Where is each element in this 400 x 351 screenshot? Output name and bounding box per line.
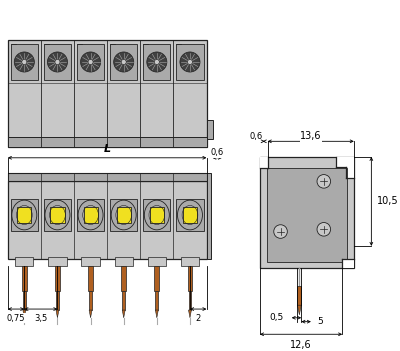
Bar xyxy=(150,207,164,223)
Text: 3,5: 3,5 xyxy=(34,314,48,323)
Circle shape xyxy=(22,59,27,65)
Bar xyxy=(77,44,104,80)
Bar xyxy=(84,207,98,223)
Bar xyxy=(342,259,354,268)
Bar xyxy=(114,257,133,266)
Bar xyxy=(143,199,170,232)
Bar xyxy=(44,44,71,80)
Polygon shape xyxy=(23,310,26,318)
Bar xyxy=(298,286,301,305)
Bar xyxy=(122,291,125,310)
Bar xyxy=(181,257,199,266)
Circle shape xyxy=(14,52,34,72)
Circle shape xyxy=(88,59,93,65)
Circle shape xyxy=(114,52,134,72)
Bar xyxy=(117,207,131,223)
Bar xyxy=(110,44,137,80)
Bar xyxy=(260,157,268,168)
Circle shape xyxy=(55,59,60,65)
Bar xyxy=(8,181,206,259)
Bar xyxy=(56,291,59,310)
Bar xyxy=(8,138,206,147)
Bar xyxy=(50,207,64,223)
Bar xyxy=(11,44,38,80)
Bar xyxy=(88,266,93,291)
Bar xyxy=(48,257,66,266)
Bar xyxy=(148,257,166,266)
Polygon shape xyxy=(298,305,301,315)
Bar xyxy=(206,120,213,139)
Bar xyxy=(8,40,206,147)
Bar xyxy=(188,291,192,310)
Circle shape xyxy=(47,52,68,72)
Text: 12,6: 12,6 xyxy=(290,340,312,350)
Circle shape xyxy=(317,174,330,188)
Bar xyxy=(176,199,204,232)
Text: 5: 5 xyxy=(317,317,322,326)
Text: 0,75: 0,75 xyxy=(7,314,25,323)
Bar xyxy=(121,266,126,291)
Bar xyxy=(155,291,158,310)
Text: 10,5: 10,5 xyxy=(377,197,399,206)
Polygon shape xyxy=(336,157,354,178)
Bar xyxy=(44,199,71,232)
Bar xyxy=(17,207,31,223)
Circle shape xyxy=(80,52,101,72)
Text: 0,5: 0,5 xyxy=(270,313,284,322)
Text: 13,6: 13,6 xyxy=(300,132,322,141)
Text: L: L xyxy=(104,144,111,154)
Polygon shape xyxy=(188,310,192,318)
Bar xyxy=(260,157,354,268)
Bar xyxy=(206,173,211,259)
Polygon shape xyxy=(56,310,59,318)
Bar xyxy=(77,199,104,232)
Text: 0,6: 0,6 xyxy=(250,132,263,141)
Bar xyxy=(22,266,27,291)
Bar xyxy=(82,257,100,266)
Bar xyxy=(89,291,92,310)
Bar xyxy=(143,44,170,80)
Circle shape xyxy=(274,225,287,238)
Circle shape xyxy=(121,59,126,65)
Circle shape xyxy=(188,59,192,65)
Bar xyxy=(15,257,34,266)
Bar xyxy=(188,266,192,291)
Circle shape xyxy=(147,52,167,72)
Bar xyxy=(183,207,197,223)
Bar xyxy=(23,291,26,310)
Bar xyxy=(8,173,206,181)
Polygon shape xyxy=(89,310,92,318)
Circle shape xyxy=(180,52,200,72)
Text: 2: 2 xyxy=(196,314,201,323)
Circle shape xyxy=(154,59,159,65)
Bar xyxy=(154,266,159,291)
Bar xyxy=(110,199,137,232)
Bar xyxy=(176,44,204,80)
Polygon shape xyxy=(155,310,158,318)
Text: 0,6: 0,6 xyxy=(210,148,224,158)
Circle shape xyxy=(317,223,330,236)
Bar xyxy=(11,199,38,232)
Bar xyxy=(55,266,60,291)
Polygon shape xyxy=(122,310,125,318)
Bar xyxy=(267,168,347,261)
